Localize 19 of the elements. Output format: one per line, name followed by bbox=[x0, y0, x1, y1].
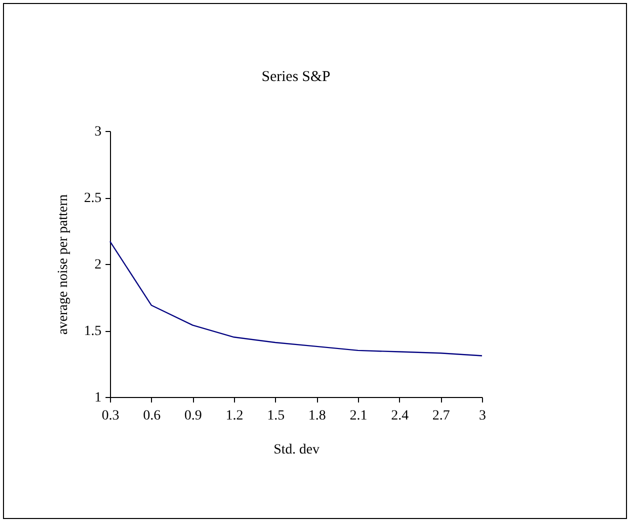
line-series bbox=[109, 240, 483, 356]
x-tick-label: 2.7 bbox=[432, 408, 450, 424]
x-tick-label: 2.1 bbox=[350, 408, 368, 424]
x-tick-label: 3 bbox=[479, 408, 486, 424]
y-tick-label: 1 bbox=[94, 390, 102, 406]
x-axis-title: Std. dev bbox=[274, 442, 320, 458]
x-tick-label: 0.6 bbox=[143, 408, 161, 424]
y-axis-title: average noise per pattern bbox=[56, 194, 71, 335]
x-tick-label: 1.2 bbox=[226, 408, 244, 424]
y-tick-label: 2 bbox=[94, 258, 102, 272]
y-tick-label: 1.5 bbox=[84, 324, 102, 339]
chart-title: Series S&P bbox=[262, 69, 330, 85]
x-tick-label: 1.5 bbox=[267, 408, 285, 424]
x-tick-label: 0.3 bbox=[102, 408, 120, 424]
x-tick-label: 1.8 bbox=[308, 408, 326, 424]
x-tick-label: 0.9 bbox=[184, 408, 202, 424]
y-tick-label: 3 bbox=[94, 124, 102, 140]
y-tick-label: 2.5 bbox=[84, 191, 102, 206]
x-tick-label: 2.4 bbox=[391, 408, 409, 424]
